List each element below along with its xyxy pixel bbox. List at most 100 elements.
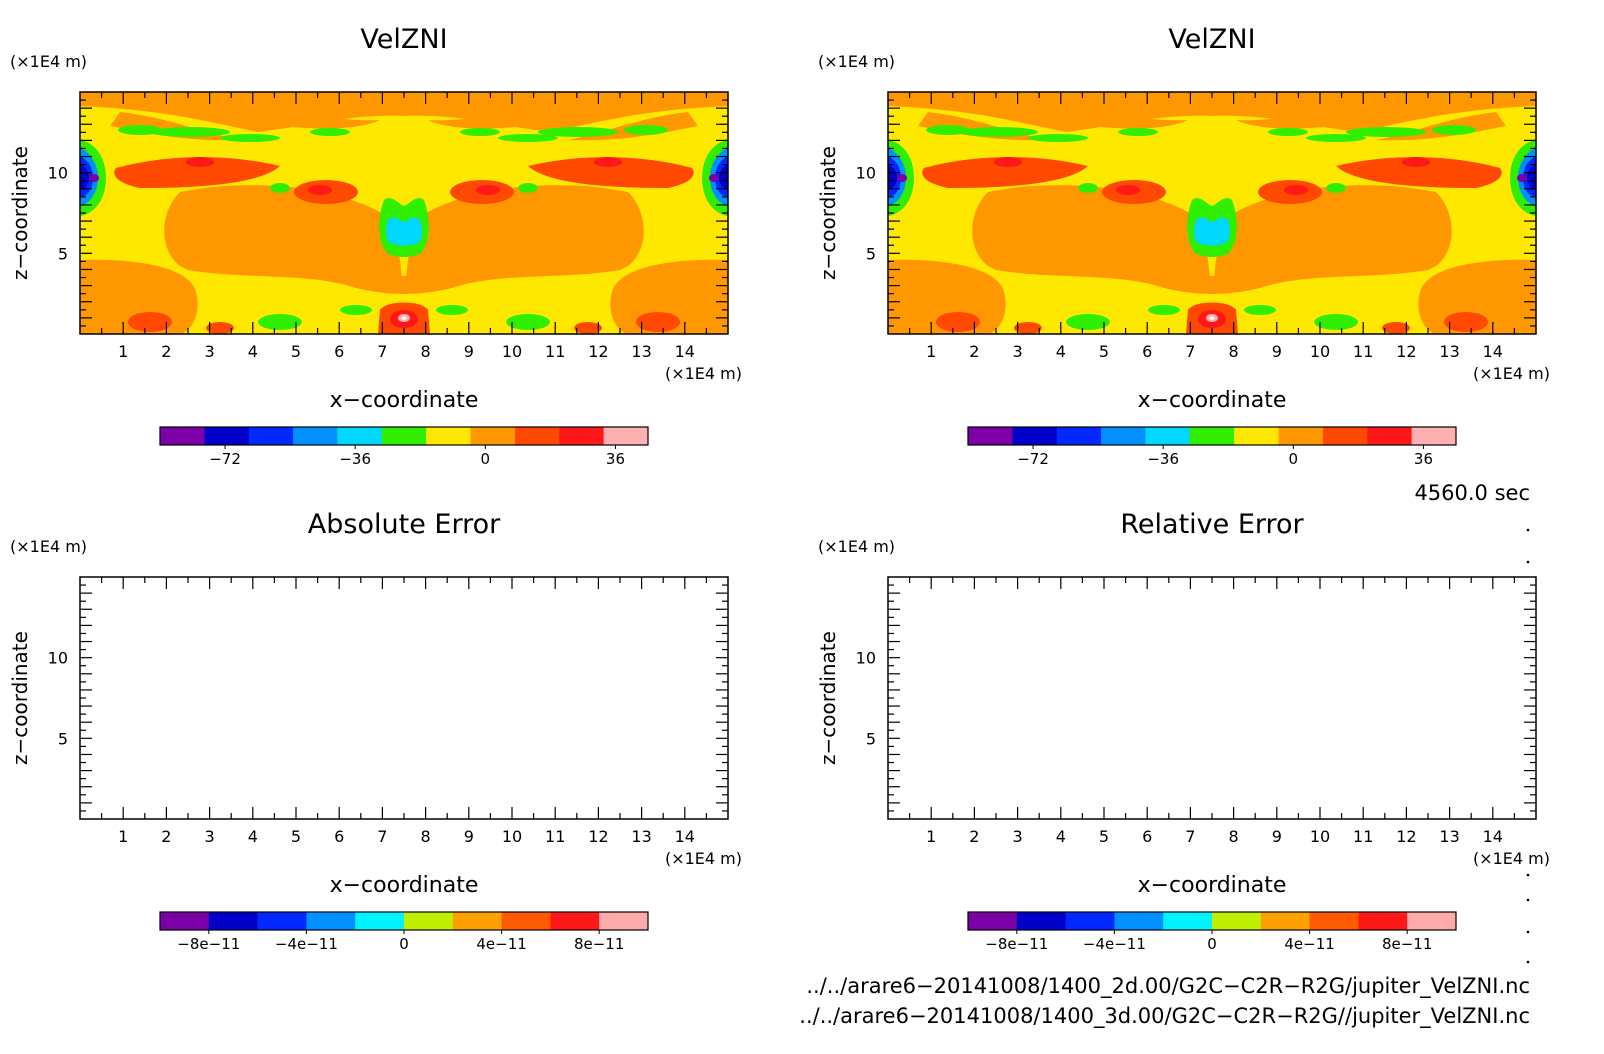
colorbar: −8e−11 −4e−11 0 4e−11 8e−11 — [159, 911, 649, 953]
x-tick-label: 13 — [1439, 827, 1459, 846]
x-tick-label: 11 — [545, 827, 565, 846]
chart-panel: Absolute Error(×1E4 m)1 2 3 4 5 6 7 8 9 10 11 12 13 1… — [8, 509, 742, 953]
x-tick-label: 10 — [502, 827, 522, 846]
x-tick-label: 12 — [588, 342, 608, 361]
colorbar-swatch — [559, 427, 605, 445]
x-tick-label: 6 — [1142, 827, 1152, 846]
colorbar-swatch — [248, 427, 294, 445]
colorbar-swatch — [1212, 912, 1262, 930]
colorbar-tick-label: −72 — [209, 450, 241, 468]
figure-footer: 4560.0 sec ../../arare6−20141008/1400_2d… — [799, 481, 1530, 1029]
colorbar-swatch — [1322, 427, 1368, 445]
chart-title: VelZNI — [1168, 24, 1255, 55]
colorbar-swatch — [404, 912, 454, 930]
x-tick-label: 4 — [1056, 827, 1066, 846]
colorbar-tick-label: −8e−11 — [985, 935, 1048, 953]
colorbar-swatch — [550, 912, 600, 930]
y-tick-label: 10 — [856, 649, 876, 668]
y-tick-label: 5 — [866, 729, 876, 748]
y-unit-label: (×1E4 m) — [818, 52, 895, 71]
y-tick-label: 10 — [48, 164, 68, 183]
x-tick-label: 11 — [1353, 342, 1373, 361]
colorbar-swatch — [452, 912, 503, 930]
x-tick-label: 3 — [205, 342, 215, 361]
y-tick-label: 10 — [48, 649, 68, 668]
y-axis-label: z−coordinate — [8, 146, 32, 280]
x-tick-label: 2 — [969, 342, 979, 361]
x-tick-label: 9 — [1272, 827, 1282, 846]
x-tick-label: 6 — [334, 342, 344, 361]
x-tick-label: 7 — [1185, 827, 1195, 846]
x-tick-label: 5 — [1099, 342, 1109, 361]
x-tick-label: 4 — [248, 827, 258, 846]
colorbar-tick-label: 36 — [1414, 450, 1433, 468]
colorbar: −72 −36 0 36 — [967, 426, 1457, 468]
colorbar-swatch — [514, 427, 560, 445]
colorbar-swatch — [470, 427, 516, 445]
y-unit-label: (×1E4 m) — [10, 52, 87, 71]
x-tick-label: 1 — [926, 827, 936, 846]
colorbar-swatch — [1358, 912, 1408, 930]
colorbar-swatch — [293, 427, 338, 445]
colorbar-swatch — [306, 912, 356, 930]
x-tick-label: 8 — [1229, 827, 1239, 846]
colorbar-tick-label: −4e−11 — [1083, 935, 1146, 953]
x-tick-label: 8 — [421, 342, 431, 361]
colorbar-swatch — [501, 912, 551, 930]
colorbar-frame — [967, 426, 1457, 446]
colorbar-swatch — [257, 912, 307, 930]
colorbar-swatch — [337, 427, 383, 445]
colorbar-tick-label: −36 — [339, 450, 371, 468]
y-axis-label: z−coordinate — [8, 631, 32, 765]
x-axis-label: x−coordinate — [1138, 873, 1287, 898]
colorbar-swatch — [603, 427, 649, 445]
colorbar-tick-label: −4e−11 — [275, 935, 338, 953]
x-axis-label: x−coordinate — [330, 873, 479, 898]
colorbar-swatch — [1145, 427, 1191, 445]
colorbar-swatch — [381, 427, 427, 445]
colorbar-swatch — [1411, 427, 1457, 445]
x-tick-label: 6 — [334, 827, 344, 846]
x-tick-label: 9 — [464, 342, 474, 361]
chart-title: Relative Error — [1120, 509, 1304, 540]
x-unit-label: (×1E4 m) — [665, 849, 742, 868]
file-path-2d: ../../arare6−20141008/1400_2d.00/G2C−C2R… — [806, 974, 1530, 999]
y-tick-label: 5 — [58, 244, 68, 263]
colorbar-swatch — [1309, 912, 1359, 930]
y-tick-label: 5 — [866, 244, 876, 263]
x-tick-label: 5 — [291, 827, 301, 846]
x-axis-label: x−coordinate — [1138, 388, 1287, 413]
colorbar-swatch — [1189, 427, 1235, 445]
x-axis-label: x−coordinate — [330, 388, 479, 413]
plot-frame — [887, 576, 1537, 820]
colorbar-tick-label: 0 — [1289, 450, 1299, 468]
x-tick-label: 13 — [631, 342, 651, 361]
x-tick-label: 13 — [631, 827, 651, 846]
plot-frame — [79, 576, 729, 820]
time-label: 4560.0 sec — [1414, 481, 1530, 505]
colorbar-swatch — [208, 912, 259, 930]
colorbar: −8e−11 −4e−11 0 4e−11 8e−11 — [967, 911, 1457, 953]
x-unit-label: (×1E4 m) — [1473, 849, 1550, 868]
colorbar-swatch — [968, 427, 1013, 445]
colorbar-swatch — [1056, 427, 1102, 445]
colorbar-swatch — [204, 427, 250, 445]
x-tick-label: 14 — [675, 342, 695, 361]
colorbar-tick-label: 4e−11 — [476, 935, 526, 953]
x-tick-label: 8 — [421, 827, 431, 846]
x-tick-label: 4 — [1056, 342, 1066, 361]
y-unit-label: (×1E4 m) — [818, 537, 895, 556]
colorbar-swatch — [1101, 427, 1146, 445]
x-tick-label: 5 — [291, 342, 301, 361]
colorbar-swatch — [1114, 912, 1164, 930]
chart-panel: VelZNI(×1E4 m)1 2 3 4 5 6 7 8 9 10 11 12 13 14510z−co… — [816, 24, 1550, 468]
chart-title: VelZNI — [360, 24, 447, 55]
x-tick-label: 3 — [1013, 342, 1023, 361]
x-tick-label: 1 — [118, 827, 128, 846]
file-path-3d: ../../arare6−20141008/1400_3d.00/G2C−C2R… — [799, 1004, 1530, 1029]
x-tick-label: 10 — [1310, 342, 1330, 361]
x-tick-label: 12 — [588, 827, 608, 846]
x-tick-label: 7 — [1185, 342, 1195, 361]
x-tick-label: 2 — [969, 827, 979, 846]
